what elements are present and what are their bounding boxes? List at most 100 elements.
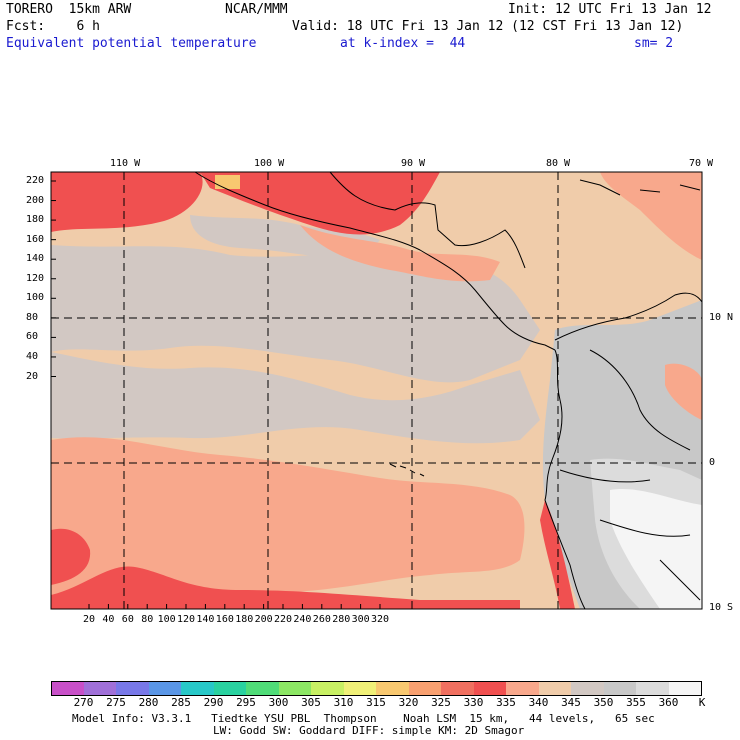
galapagos-islands — [389, 463, 425, 477]
colorbar-swatch — [278, 681, 312, 696]
y-tick-label: 40 — [26, 350, 39, 362]
colorbar-swatch — [571, 681, 605, 696]
y-tick-label: 100 — [26, 292, 45, 304]
gulf-coast — [329, 171, 526, 269]
colorbar-label: 295 — [236, 696, 256, 709]
colorbar-swatch — [181, 681, 215, 696]
warm-east-patch — [665, 363, 702, 420]
south-america-coast — [544, 349, 586, 610]
y-tick-label: 200 — [26, 194, 45, 206]
cool-band — [51, 245, 540, 383]
lon-label-90w: 90 W — [401, 158, 426, 169]
colorbar-label: 305 — [301, 696, 321, 709]
x-tick-label: 140 — [196, 614, 215, 625]
x-tick-label: 80 — [141, 614, 154, 625]
colorbar-label: 325 — [431, 696, 451, 709]
colorbar-label: 350 — [593, 696, 614, 709]
colorbar-label: 310 — [333, 696, 354, 709]
colorbar-swatch — [213, 681, 247, 696]
colorbar-swatch — [636, 681, 670, 696]
colorbar-label: 360 — [658, 696, 679, 709]
x-tick-label: 40 — [102, 614, 115, 625]
caribbean-islands — [579, 179, 701, 196]
colorbar-swatch — [148, 681, 182, 696]
colorbar-swatch — [441, 681, 475, 696]
warm-north-coast — [200, 172, 440, 235]
colorbar-label: 330 — [463, 696, 484, 709]
colorbar-swatch — [473, 681, 507, 696]
colorbar-unit: K — [698, 696, 706, 709]
level-index: at k-index = 44 — [340, 36, 466, 51]
hot-south-strip — [51, 566, 520, 609]
colorbar-label: 290 — [203, 696, 224, 709]
x-tick-label: 280 — [332, 614, 351, 625]
hot-southwest-corner — [51, 528, 91, 585]
colorbar-label: 315 — [366, 696, 386, 709]
colorbar-swatch — [506, 681, 540, 696]
colorbar-label: 300 — [268, 696, 289, 709]
y-tick-label: 60 — [26, 331, 39, 343]
y-tick-label: 180 — [26, 214, 45, 226]
colorbar-swatch — [408, 681, 442, 696]
valid-time: Valid: 18 UTC Fri 13 Jan 12 (12 CST Fri … — [292, 19, 684, 34]
country-borders — [559, 349, 701, 601]
theta-e-field — [51, 172, 702, 609]
x-tick-label: 320 — [371, 614, 390, 625]
colorbar-label: 340 — [528, 696, 549, 709]
model-info-line1: Model Info: V3.3.1 Tiedtke YSU PBL Thomp… — [72, 712, 655, 725]
x-tick-label: 180 — [235, 614, 254, 625]
warm-peak — [215, 175, 240, 189]
colorbar-swatch — [51, 681, 86, 696]
colorbar-swatch — [376, 681, 410, 696]
y-tick-label: 80 — [26, 311, 39, 323]
colorbar-label: 285 — [171, 696, 191, 709]
x-tick-label: 120 — [177, 614, 196, 625]
x-tick-label: 100 — [157, 614, 176, 625]
colorbar-swatch — [246, 681, 280, 696]
colorbar-swatch — [311, 681, 345, 696]
colorbar-label: 320 — [398, 696, 419, 709]
axis-ticks — [51, 180, 381, 609]
colorbar-swatch — [343, 681, 377, 696]
colorbar-label: 335 — [496, 696, 516, 709]
field-name: Equivalent potential temperature — [6, 36, 257, 51]
colorbar-label: 280 — [138, 696, 159, 709]
lat-label-10s: 10 S — [709, 602, 734, 613]
central-america-coast — [194, 171, 556, 351]
x-tick-label: 60 — [121, 614, 134, 625]
lon-label-100w: 100 W — [254, 158, 285, 169]
lat-label-0: 0 — [709, 457, 716, 468]
colorbar-label: 355 — [626, 696, 646, 709]
y-tick-label: 20 — [26, 370, 39, 382]
lon-label-70w: 70 W — [689, 158, 714, 169]
colorbar-label: 275 — [106, 696, 126, 709]
map-frame — [50, 171, 703, 610]
x-tick-label: 300 — [351, 614, 370, 625]
lon-label-110w: 110 W — [110, 158, 141, 169]
model-name: TORERO 15km ARW — [6, 2, 132, 17]
warm-coast-fringe — [300, 225, 500, 282]
y-tick-label: 220 — [26, 175, 45, 186]
x-tick-label: 240 — [293, 614, 312, 625]
colorbar-swatch — [603, 681, 637, 696]
cool-band-lower — [51, 352, 540, 444]
colorbar-label: 345 — [561, 696, 581, 709]
coastlines — [194, 171, 703, 610]
lat-label-10n: 10 N — [709, 312, 734, 323]
y-tick-label: 160 — [26, 233, 45, 245]
x-tick-label: 260 — [312, 614, 331, 625]
organization-label: NCAR/MMM — [225, 2, 288, 17]
y-tick-label: 140 — [26, 253, 45, 265]
init-time: Init: 12 UTC Fri 13 Jan 12 — [508, 2, 712, 17]
model-info-line2: LW: Godd SW: Goddard DIFF: simple KM: 2D… — [213, 724, 525, 737]
warm-northwest — [51, 172, 203, 232]
colorbar-swatch — [668, 681, 702, 696]
warm-northeast — [600, 172, 702, 260]
colorbar-swatch — [538, 681, 572, 696]
forecast-hour: Fcst: 6 h — [6, 19, 100, 34]
colombia-coast — [554, 292, 703, 341]
graticule — [51, 172, 702, 609]
warm-south-region — [51, 437, 525, 600]
colorbar-swatch — [116, 681, 150, 696]
